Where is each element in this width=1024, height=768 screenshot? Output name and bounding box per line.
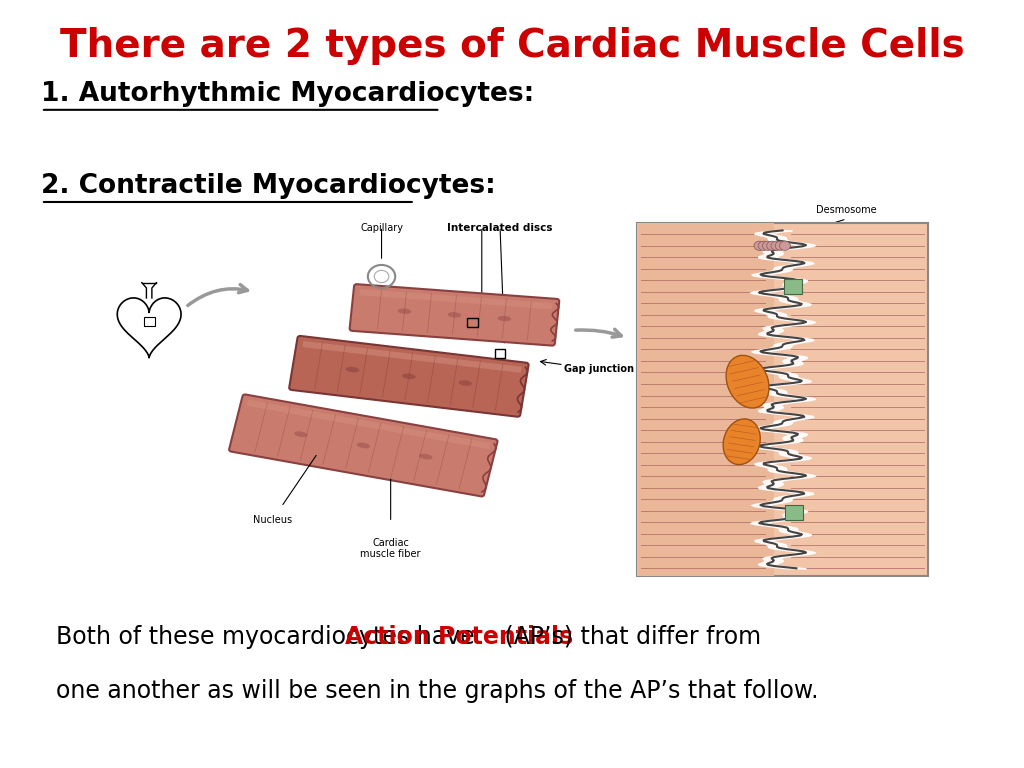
Ellipse shape [447, 312, 461, 318]
Text: (AP’s) that differ from: (AP’s) that differ from [497, 625, 761, 649]
Bar [495, 349, 506, 358]
Text: one another as will be seen in the graphs of the AP’s that follow.: one another as will be seen in the graph… [56, 679, 819, 703]
Text: Nucleus: Nucleus [253, 515, 292, 525]
Text: Intercalated discs: Intercalated discs [447, 223, 553, 233]
Ellipse shape [294, 432, 307, 437]
Bar [467, 318, 478, 327]
Circle shape [771, 241, 782, 250]
Circle shape [767, 241, 777, 250]
Circle shape [775, 241, 786, 250]
FancyBboxPatch shape [302, 341, 521, 372]
FancyBboxPatch shape [349, 284, 559, 346]
Text: 1. Autorhythmic Myocardiocytes:: 1. Autorhythmic Myocardiocytes: [41, 81, 535, 107]
Text: Gap junction: Gap junction [824, 543, 887, 553]
Bar [784, 279, 803, 294]
Ellipse shape [498, 316, 511, 321]
Text: Both of these myocardiocytes have: Both of these myocardiocytes have [56, 625, 482, 649]
Text: Cardiac
muscle fiber: Cardiac muscle fiber [360, 538, 421, 559]
Bar [143, 317, 155, 326]
FancyBboxPatch shape [359, 289, 553, 310]
Text: Desmosome: Desmosome [816, 205, 877, 215]
Text: Action Potentials: Action Potentials [345, 625, 573, 649]
Ellipse shape [723, 419, 760, 465]
FancyBboxPatch shape [247, 400, 490, 449]
FancyBboxPatch shape [229, 395, 498, 496]
Ellipse shape [356, 442, 370, 449]
Circle shape [758, 241, 769, 250]
Text: There are 2 types of Cardiac Muscle Cells: There are 2 types of Cardiac Muscle Cell… [59, 27, 965, 65]
FancyBboxPatch shape [289, 336, 528, 417]
Circle shape [779, 241, 791, 250]
Bar [784, 505, 803, 520]
Circle shape [754, 241, 765, 250]
Ellipse shape [726, 356, 769, 408]
Ellipse shape [402, 373, 416, 379]
Bar [637, 223, 774, 576]
Circle shape [763, 241, 773, 250]
Text: Capillary: Capillary [360, 223, 403, 233]
Ellipse shape [397, 309, 412, 314]
Ellipse shape [346, 367, 359, 372]
Ellipse shape [419, 454, 432, 459]
Bar [637, 223, 929, 576]
Text: 2. Contractile Myocardiocytes:: 2. Contractile Myocardiocytes: [41, 173, 496, 199]
Ellipse shape [459, 380, 472, 386]
Text: Gap junction: Gap junction [564, 363, 634, 374]
